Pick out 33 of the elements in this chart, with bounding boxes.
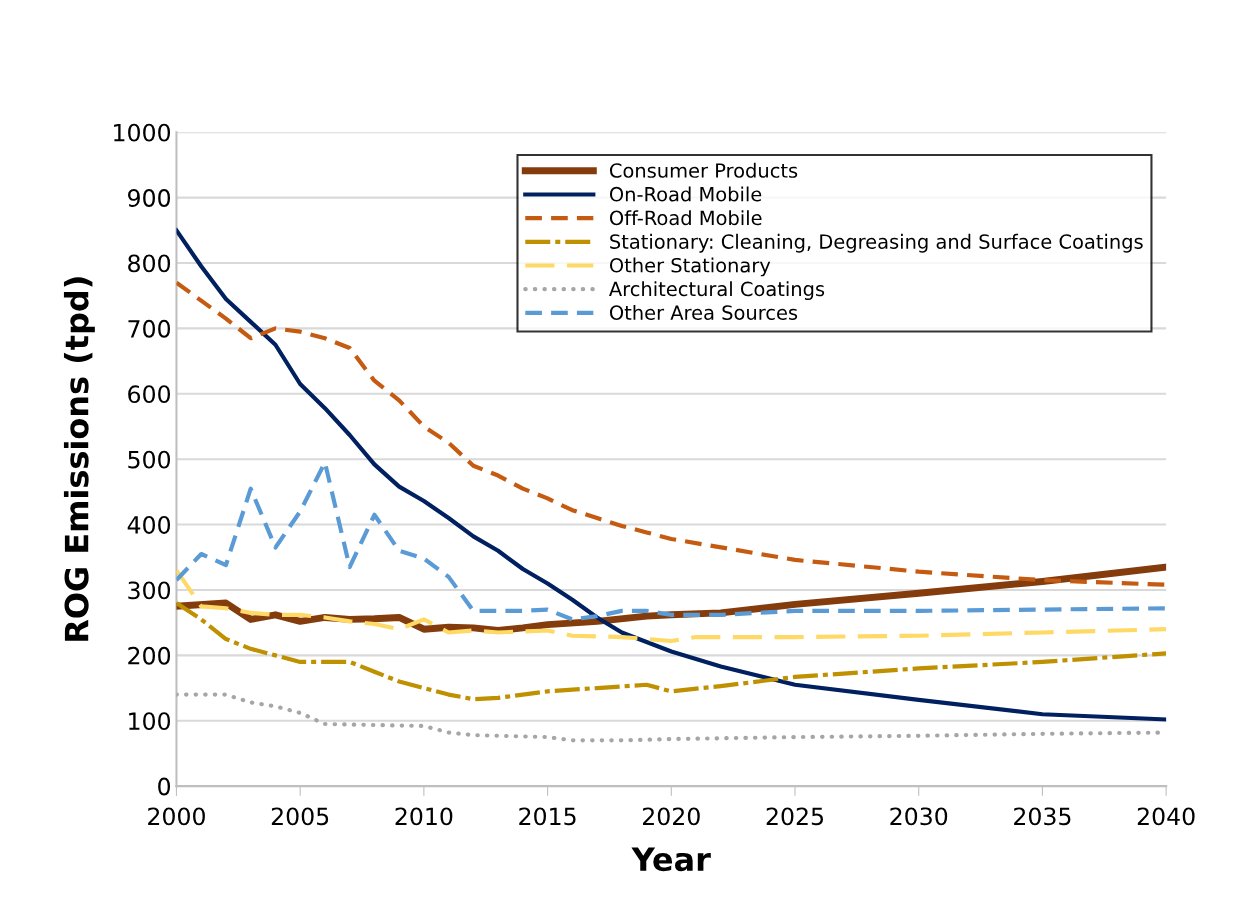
legend-label: Other Stationary bbox=[609, 257, 771, 277]
x-tick-label: 2040 bbox=[1137, 807, 1195, 826]
legend-label: Architectural Coatings bbox=[609, 281, 825, 301]
x-tick-label: 2005 bbox=[271, 807, 329, 826]
x-tick-label: 2025 bbox=[766, 807, 823, 826]
x-axis-title: Year bbox=[631, 847, 711, 872]
line-series bbox=[176, 228, 1167, 722]
x-tick-label: 2035 bbox=[1014, 807, 1071, 826]
x-tick-label: 2010 bbox=[395, 807, 453, 826]
x-tick-label: 2000 bbox=[148, 807, 205, 826]
legend-label: Consumer Products bbox=[609, 162, 798, 178]
legend-label: On-Road Mobile bbox=[609, 186, 762, 202]
y-tick-label: 700 bbox=[128, 319, 171, 338]
y-tick-label: 300 bbox=[128, 581, 171, 600]
y-tick-label: 200 bbox=[128, 646, 171, 665]
legend-label: Stationary: Cleaning, Degreasing and Surface Coatings bbox=[610, 233, 1143, 253]
line-series bbox=[176, 600, 1167, 702]
legend-label: Off-Road Mobile bbox=[609, 210, 762, 226]
y-axis-title: ROG Emissions (tpd) bbox=[63, 277, 95, 641]
line-series bbox=[176, 568, 1167, 644]
legend-label: Other Area Sources bbox=[609, 304, 798, 320]
y-tick-label: 900 bbox=[128, 189, 171, 207]
x-tick-label: 2015 bbox=[519, 807, 576, 826]
y-tick-label: 800 bbox=[128, 254, 171, 273]
line-series bbox=[176, 280, 1167, 587]
x-tick-label: 2030 bbox=[890, 807, 948, 826]
y-tick-label: 400 bbox=[127, 516, 171, 534]
y-tick-label: 500 bbox=[128, 450, 171, 469]
y-tick-label: 600 bbox=[128, 385, 171, 404]
y-tick-label: 1000 bbox=[114, 123, 171, 142]
y-tick-label: 0 bbox=[158, 777, 171, 796]
x-tick-label: 2020 bbox=[642, 807, 700, 826]
y-tick-label: 100 bbox=[129, 712, 171, 731]
